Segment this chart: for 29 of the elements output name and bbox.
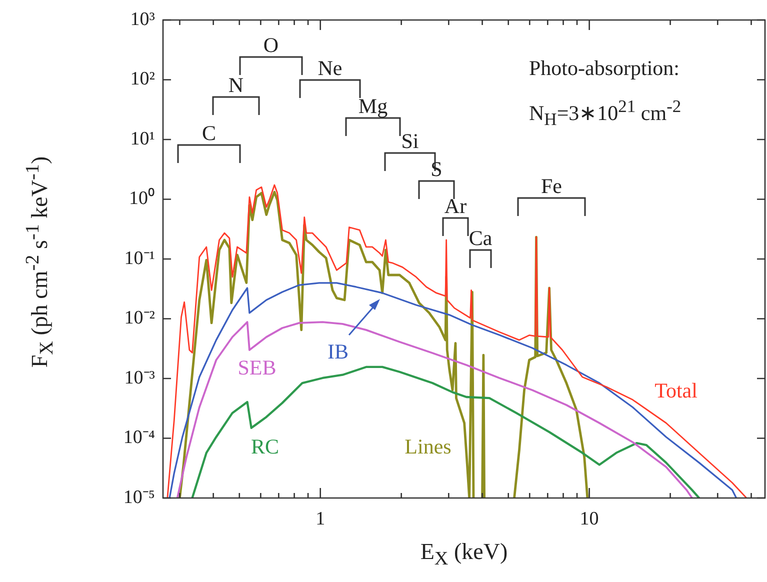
annotation: C: [202, 121, 216, 145]
legend-label: IB: [328, 340, 348, 364]
annotation: S: [430, 157, 442, 181]
y-tick-label: 10²: [130, 68, 156, 90]
annotation: Ar: [444, 194, 467, 218]
annotation: Photo-absorption:: [529, 56, 680, 80]
annotation: O: [263, 33, 279, 57]
y-tick-label: 10⁻¹: [124, 248, 156, 269]
annotation: N$_{H}$=3∗10$^{21}$ cm$^{-2}$: [529, 96, 682, 130]
x-tick-label: 1: [316, 508, 326, 530]
x-axis-title: E$_{X}$ (keV): [420, 539, 508, 570]
annotation: Fe: [541, 174, 562, 198]
y-tick-label: 10⁻⁵: [123, 486, 155, 508]
annotation: Ca: [468, 226, 492, 250]
annotation: Ne: [318, 56, 342, 80]
series-label: RC: [250, 434, 280, 459]
y-tick-label: 10⁻³: [124, 367, 156, 388]
annotation: Mg: [358, 94, 388, 118]
annotation: Si: [401, 129, 419, 153]
series-label: SEB: [238, 356, 276, 380]
y-tick-label: 10⁰: [129, 187, 155, 210]
x-tick-label: 10: [580, 508, 599, 530]
y-tick-label: 10⁻²: [124, 308, 156, 329]
series-label: Total: [654, 378, 698, 403]
y-tick-label: 10⁻⁴: [123, 427, 156, 448]
series-label: Lines: [404, 434, 452, 459]
annotation: N: [228, 73, 244, 97]
y-tick-label: 10³: [130, 8, 156, 30]
y-tick-label: 10¹: [130, 128, 156, 150]
